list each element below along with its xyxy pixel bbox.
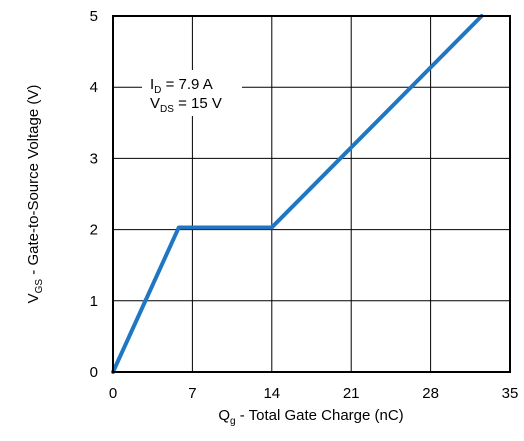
y-tick-label: 3 [90, 150, 98, 167]
plot-frame [112, 15, 511, 373]
y-tick-label: 5 [90, 8, 98, 25]
y-tick-label: 0 [90, 364, 98, 381]
annotation-background [142, 70, 242, 116]
annotation-line-vds: VDS = 15 V [150, 95, 222, 115]
y-tick-label: 4 [90, 79, 98, 96]
x-tick-label: 0 [109, 385, 117, 402]
x-tick-label: 35 [502, 385, 519, 402]
x-tick-label: 14 [263, 385, 280, 402]
x-tick-label: 7 [188, 385, 196, 402]
x-axis-title: Qg - Total Gate Charge (nC) [218, 407, 403, 427]
y-tick-label: 2 [90, 222, 98, 239]
x-tick-label: 28 [422, 385, 439, 402]
x-tick-label: 21 [343, 385, 360, 402]
y-tick-label: 1 [90, 293, 98, 310]
annotation-line-id: ID = 7.9 A [150, 76, 213, 96]
grid-lines [113, 16, 510, 372]
y-axis-title: VGS - Gate-to-Source Voltage (V) [25, 85, 45, 304]
series-line [111, 14, 484, 374]
series-layer [111, 14, 484, 374]
tick-labels: 0 7 14 21 28 35 0 1 2 3 4 5 [90, 8, 519, 402]
